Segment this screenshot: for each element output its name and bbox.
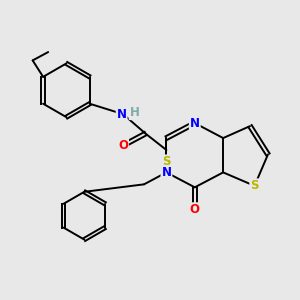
Text: S: S <box>162 155 171 168</box>
Text: O: O <box>190 203 200 216</box>
Text: N: N <box>161 166 171 179</box>
Text: O: O <box>118 139 128 152</box>
Text: S: S <box>250 179 259 192</box>
Text: N: N <box>117 108 127 121</box>
Text: H: H <box>130 106 140 119</box>
Text: N: N <box>190 117 200 130</box>
